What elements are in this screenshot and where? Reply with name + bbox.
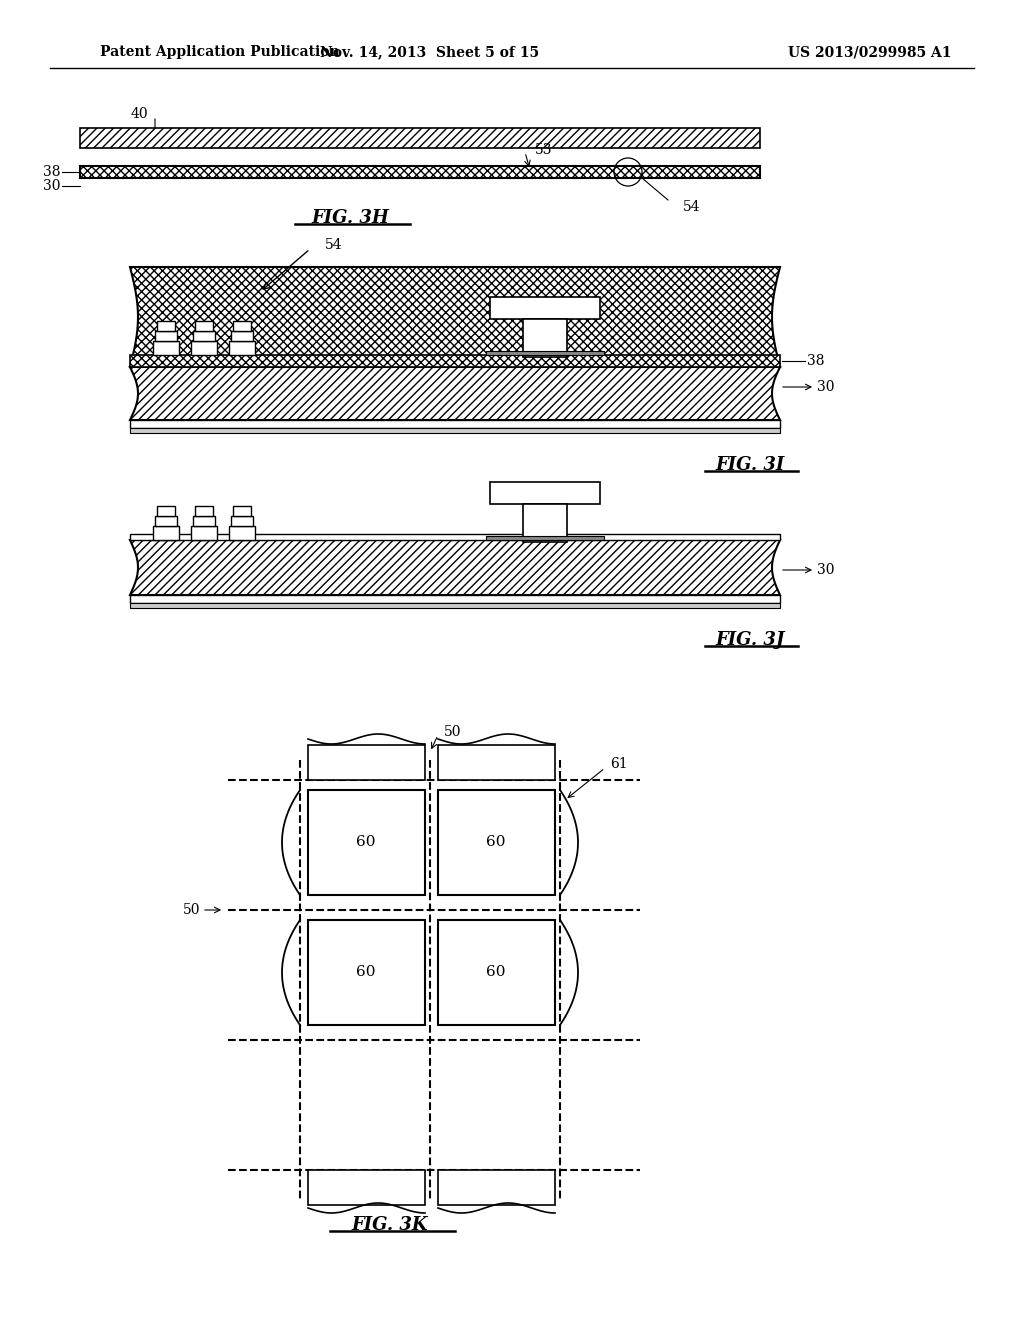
Text: FIG. 3H: FIG. 3H — [311, 209, 389, 227]
Bar — [193, 516, 215, 525]
Text: 30: 30 — [817, 380, 835, 393]
Bar — [523, 504, 567, 543]
Bar — [438, 789, 555, 895]
Bar — [130, 535, 780, 540]
Polygon shape — [130, 267, 780, 367]
Bar — [438, 744, 555, 780]
Text: 54: 54 — [325, 238, 343, 252]
Bar — [157, 506, 175, 516]
Bar — [130, 355, 780, 367]
Bar — [153, 341, 179, 355]
Bar — [523, 319, 567, 356]
Bar — [308, 1170, 425, 1205]
Text: 60: 60 — [356, 836, 376, 849]
Text: 50: 50 — [444, 725, 462, 739]
Bar — [308, 744, 425, 780]
Bar — [130, 595, 780, 603]
Text: 60: 60 — [486, 965, 506, 979]
Text: US 2013/0299985 A1: US 2013/0299985 A1 — [788, 45, 951, 59]
Bar — [490, 297, 600, 319]
Bar — [438, 920, 555, 1026]
Bar — [233, 506, 251, 516]
Text: 60: 60 — [356, 965, 376, 979]
Text: FIG. 3I: FIG. 3I — [716, 455, 784, 474]
Text: Nov. 14, 2013  Sheet 5 of 15: Nov. 14, 2013 Sheet 5 of 15 — [321, 45, 540, 59]
Text: 50: 50 — [182, 903, 200, 917]
Bar — [308, 789, 425, 895]
Bar — [130, 428, 780, 433]
Text: FIG. 3J: FIG. 3J — [716, 631, 784, 649]
Bar — [80, 166, 760, 178]
Bar — [193, 331, 215, 341]
Text: 61: 61 — [610, 756, 628, 771]
Bar — [155, 331, 177, 341]
Bar — [191, 341, 217, 355]
Text: 30: 30 — [817, 564, 835, 577]
Bar — [229, 341, 255, 355]
Text: 54: 54 — [683, 201, 700, 214]
Bar — [155, 516, 177, 525]
Bar — [229, 525, 255, 540]
Bar — [490, 482, 600, 504]
Text: 53: 53 — [535, 143, 553, 157]
Text: 30: 30 — [43, 180, 60, 193]
Text: 60: 60 — [486, 836, 506, 849]
Bar — [130, 603, 780, 609]
Text: Patent Application Publication: Patent Application Publication — [100, 45, 340, 59]
Polygon shape — [130, 367, 780, 420]
Bar — [231, 516, 253, 525]
Bar — [195, 321, 213, 331]
Bar — [153, 525, 179, 540]
Bar — [191, 525, 217, 540]
Bar — [157, 321, 175, 331]
Bar — [308, 920, 425, 1026]
Text: FIG. 3K: FIG. 3K — [352, 1216, 428, 1234]
Text: 38: 38 — [807, 354, 824, 368]
Text: 38: 38 — [43, 165, 60, 180]
Bar — [80, 128, 760, 148]
Bar — [486, 536, 604, 540]
Bar — [233, 321, 251, 331]
Bar — [130, 420, 780, 428]
Text: 40: 40 — [130, 107, 148, 121]
Bar — [486, 351, 604, 355]
Bar — [231, 331, 253, 341]
Bar — [195, 506, 213, 516]
Polygon shape — [130, 540, 780, 595]
Bar — [438, 1170, 555, 1205]
